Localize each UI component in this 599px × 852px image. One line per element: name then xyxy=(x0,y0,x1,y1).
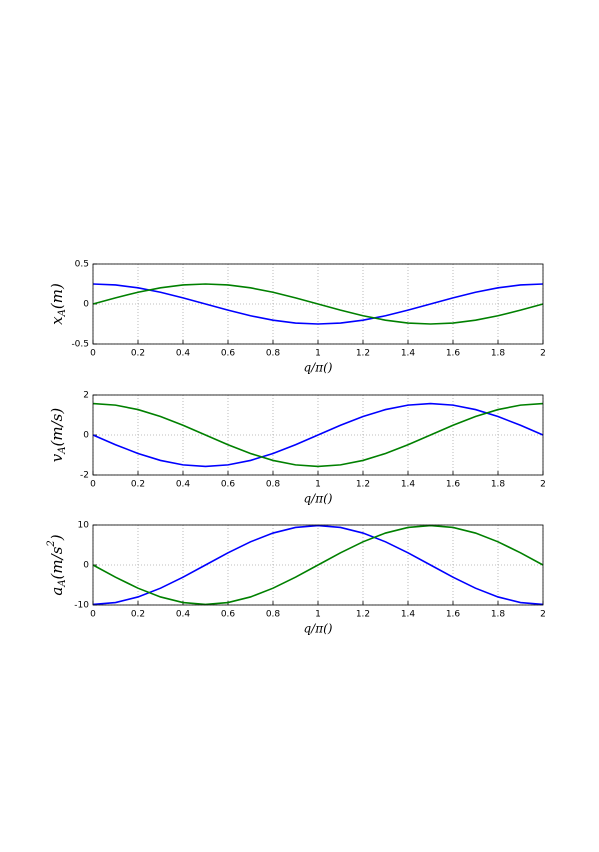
data-line xyxy=(92,283,544,325)
y-tick-label: 0 xyxy=(83,300,89,310)
x-tick-label: 0.2 xyxy=(131,349,145,359)
y-tick-label: -0.5 xyxy=(71,340,89,350)
plot-frame xyxy=(92,524,544,606)
y-axis-label: aA(m/s2) xyxy=(46,534,68,595)
x-tick-label: 2 xyxy=(540,480,546,490)
x-tick-label: 0.6 xyxy=(221,480,236,490)
data-line xyxy=(92,283,544,325)
x-axis-label: q/π() xyxy=(304,492,333,506)
x-tick-label: 0 xyxy=(90,480,96,490)
y-tick-label: 0.5 xyxy=(75,260,89,270)
x-tick-label: 1.6 xyxy=(446,480,461,490)
data-line xyxy=(92,402,544,468)
data-line xyxy=(92,524,544,606)
x-tick-label: 2 xyxy=(540,349,546,359)
data-line xyxy=(92,402,544,468)
x-tick-label: 1 xyxy=(315,349,321,359)
y-tick-label: 0 xyxy=(83,431,89,441)
x-tick-label: 0.8 xyxy=(266,349,281,359)
x-tick-label: 1 xyxy=(315,610,321,620)
y-axis-label: vA(m/s) xyxy=(48,408,68,463)
x-tick-label: 1.6 xyxy=(446,610,461,620)
x-tick-label: 0.4 xyxy=(176,610,191,620)
x-tick-label: 0.2 xyxy=(131,480,145,490)
x-tick-label: 0 xyxy=(90,610,96,620)
x-tick-label: 0.4 xyxy=(176,349,191,359)
x-tick-label: 0.6 xyxy=(221,610,236,620)
x-tick-label: 1.4 xyxy=(401,610,416,620)
y-tick-label: 10 xyxy=(78,521,90,531)
plot-frame xyxy=(92,394,544,476)
x-tick-label: 1.6 xyxy=(446,349,461,359)
x-tick-label: 0.8 xyxy=(266,610,281,620)
x-tick-label: 1.4 xyxy=(401,480,416,490)
plot-frame xyxy=(92,263,544,345)
x-tick-label: 0.8 xyxy=(266,480,281,490)
x-tick-label: 0.2 xyxy=(131,610,145,620)
x-tick-label: 2 xyxy=(540,610,546,620)
x-tick-label: 0.4 xyxy=(176,480,191,490)
y-axis-label: xA(m) xyxy=(48,283,68,325)
x-tick-label: 0.6 xyxy=(221,349,236,359)
x-axis-label: q/π() xyxy=(304,361,333,375)
y-tick-label: 2 xyxy=(83,391,89,401)
x-tick-label: 1.8 xyxy=(491,480,506,490)
x-tick-label: 0 xyxy=(90,349,96,359)
x-tick-label: 1.8 xyxy=(491,349,506,359)
x-tick-label: 1.2 xyxy=(356,480,370,490)
x-tick-label: 1.2 xyxy=(356,610,370,620)
y-tick-label: 0 xyxy=(83,561,89,571)
x-tick-label: 1.4 xyxy=(401,349,416,359)
x-tick-label: 1 xyxy=(315,480,321,490)
x-tick-label: 1.8 xyxy=(491,610,506,620)
x-axis-label: q/π() xyxy=(304,622,333,636)
y-tick-label: -10 xyxy=(74,601,89,611)
data-line xyxy=(92,524,544,606)
x-tick-label: 1.2 xyxy=(356,349,370,359)
y-tick-label: -2 xyxy=(80,471,89,481)
